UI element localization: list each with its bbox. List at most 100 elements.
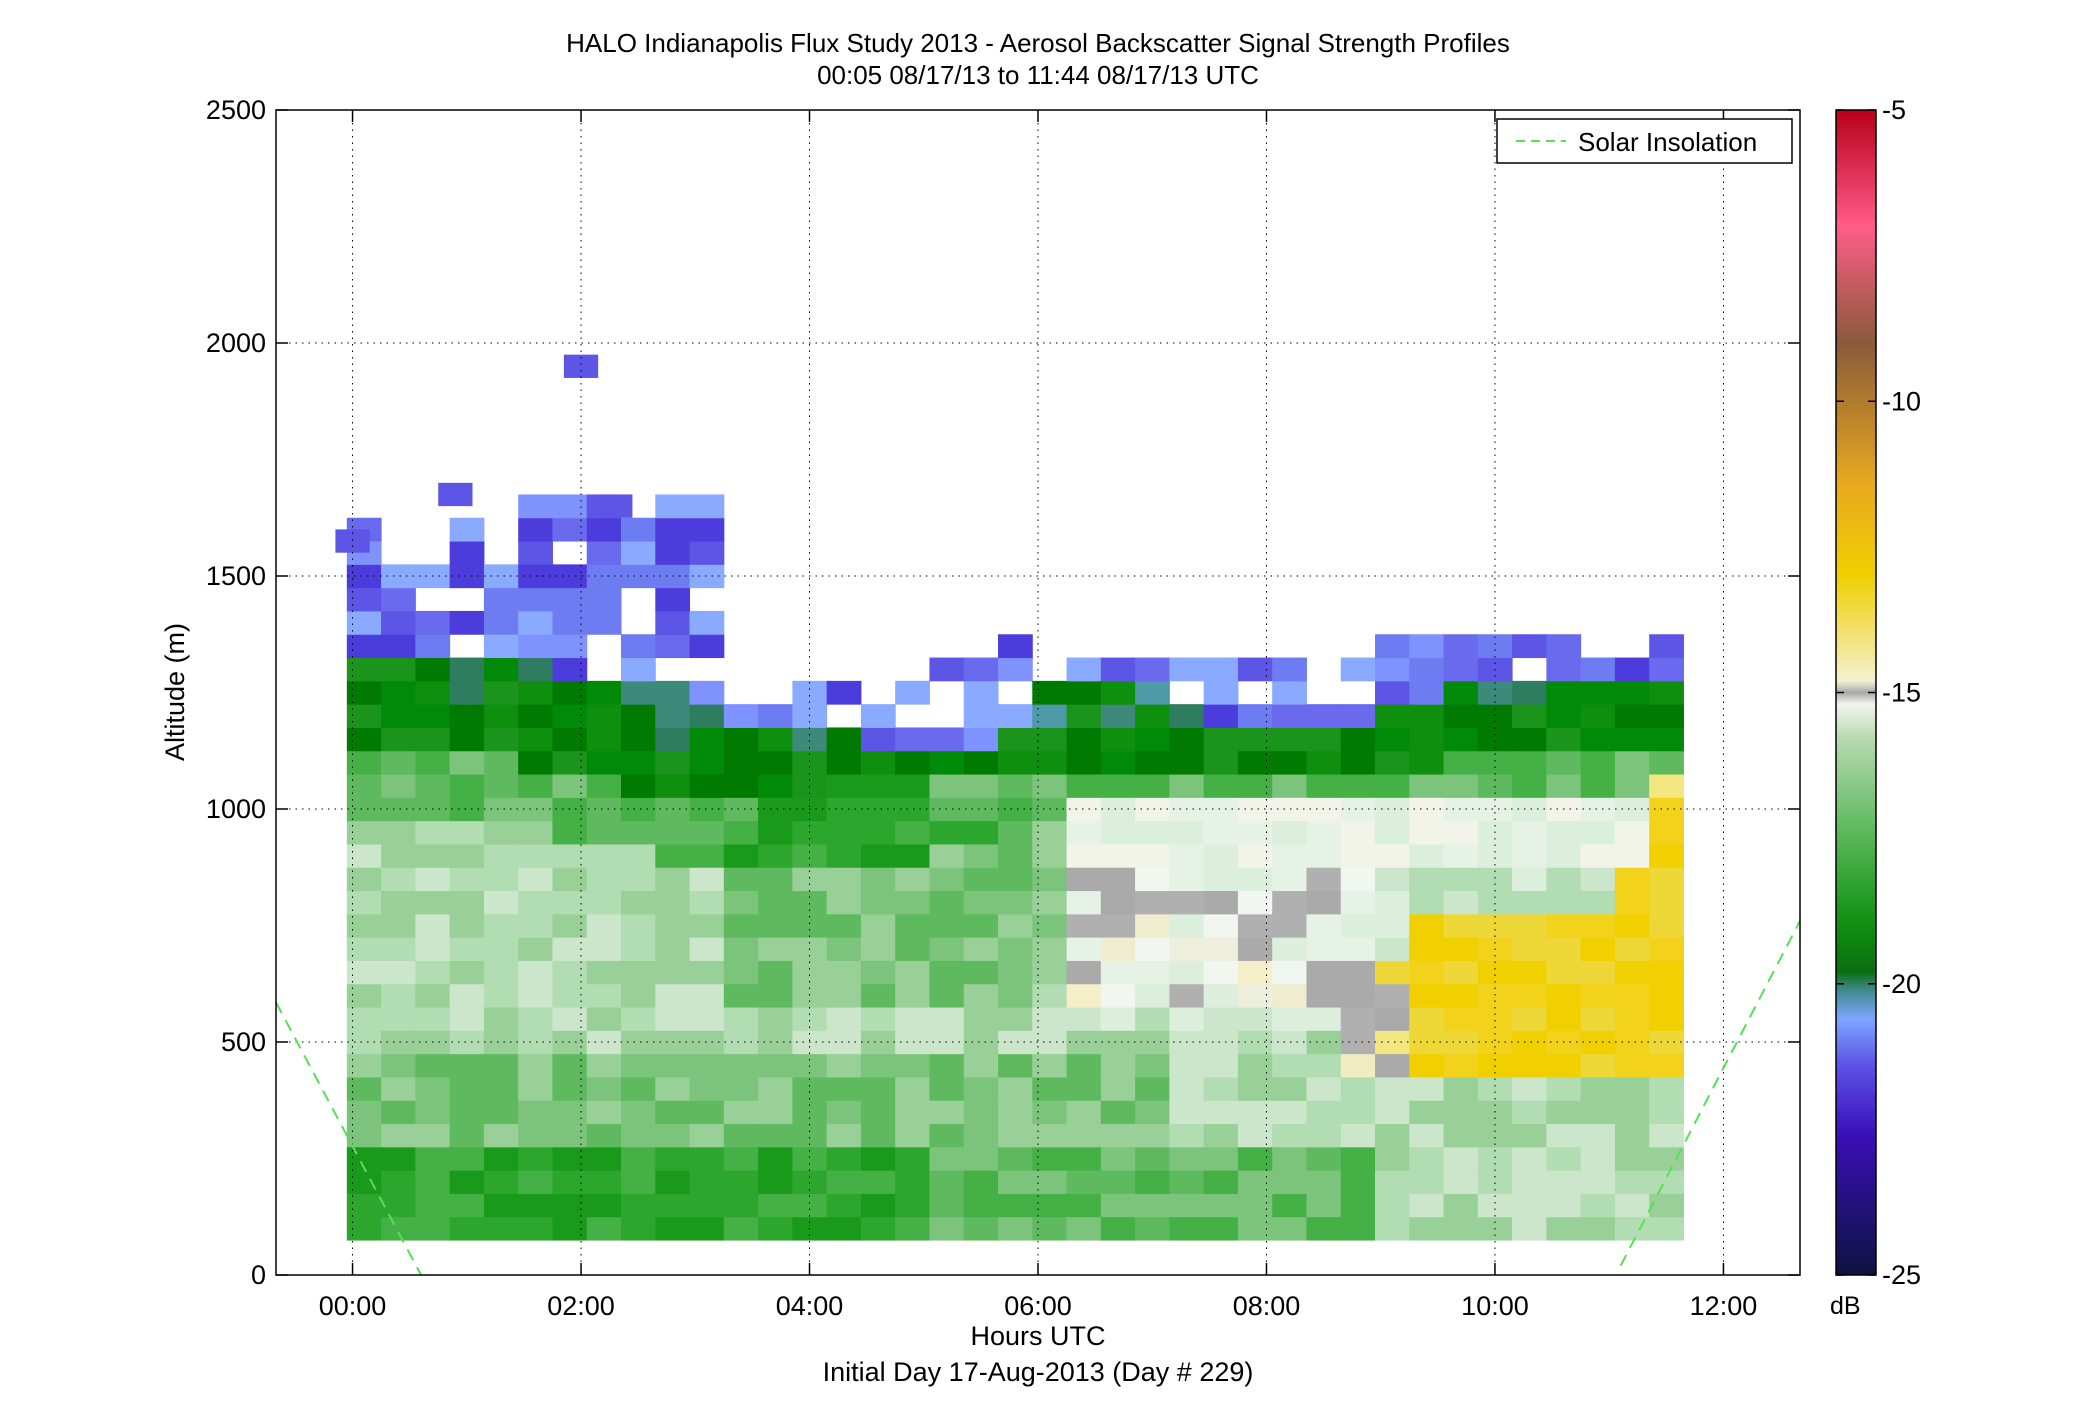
x-axis-label: Hours UTC [970, 1321, 1105, 1351]
heatmap-cell [689, 774, 725, 798]
heatmap-cell [1237, 820, 1273, 845]
heatmap-cell [758, 1100, 793, 1125]
heatmap-cell [483, 727, 519, 752]
heatmap-cell [1100, 820, 1136, 845]
colorbar: -25 -20 -15 -10 -5 dB [1830, 95, 1921, 1320]
heatmap-cell [1375, 774, 1410, 798]
heatmap-cell [381, 867, 416, 892]
heatmap-cell [963, 1216, 999, 1241]
heatmap-cell [929, 657, 965, 682]
heatmap-cell [1409, 867, 1445, 892]
heatmap-cell [1477, 1076, 1513, 1101]
heatmap-cell [1512, 1123, 1547, 1148]
heatmap-cell [929, 960, 965, 985]
heatmap-cell [1375, 750, 1410, 775]
heatmap-cell [483, 1146, 519, 1171]
heatmap-cell [1306, 937, 1342, 961]
heatmap-cell [998, 774, 1033, 798]
heatmap-cell [449, 797, 485, 822]
heatmap-cell [1649, 634, 1684, 659]
heatmap-cell [689, 610, 725, 635]
heatmap-cell [552, 750, 588, 775]
heatmap-cell [1340, 937, 1376, 961]
heatmap-cell [655, 634, 691, 659]
heatmap-cell [655, 960, 691, 985]
heatmap-cell [998, 867, 1033, 892]
heatmap-cell [655, 494, 691, 519]
heatmap-cell [689, 890, 725, 915]
heatmap-cell [346, 1076, 382, 1101]
heatmap-cell [1649, 843, 1684, 868]
heatmap-cell [1512, 1053, 1547, 1078]
heatmap-cell [1546, 704, 1582, 728]
heatmap-cell [1237, 1007, 1273, 1031]
heatmap-cell [1580, 983, 1616, 1008]
heatmap-cell [1477, 1123, 1513, 1148]
heatmap-cell [723, 1170, 759, 1194]
heatmap-cell [552, 1146, 588, 1171]
heatmap-cell [758, 750, 793, 775]
heatmap-cell [1203, 704, 1239, 728]
heatmap-cell [723, 1100, 759, 1125]
heatmap-cell [826, 680, 862, 705]
heatmap-cell [1272, 1123, 1307, 1148]
heatmap-cell [1614, 1216, 1650, 1241]
heatmap-cell [483, 680, 519, 705]
heatmap-cell [655, 1170, 691, 1194]
heatmap-cell [1443, 704, 1479, 728]
heatmap-cell [586, 820, 622, 845]
heatmap-cell [1580, 960, 1616, 985]
heatmap-cell [586, 1053, 622, 1078]
heatmap-cell [723, 1216, 759, 1241]
heatmap-cell [518, 587, 553, 612]
colorbar-ticks: -25 -20 -15 -10 -5 [1836, 95, 1921, 1290]
heatmap-cell [895, 937, 930, 961]
heatmap-cell [415, 983, 451, 1008]
heatmap-cell [552, 680, 588, 705]
heatmap-cell [586, 1170, 622, 1194]
heatmap-cell [1443, 1170, 1479, 1194]
heatmap-cell [1100, 890, 1136, 915]
heatmap-cell [586, 704, 622, 728]
heatmap-cell [1477, 983, 1513, 1008]
heatmap-cell [1443, 1053, 1479, 1078]
heatmap-cell [792, 913, 828, 938]
heatmap-cell [415, 1216, 451, 1241]
heatmap-cell [1066, 890, 1102, 915]
heatmap-cell [1066, 704, 1102, 728]
heatmap-cell [1409, 1146, 1445, 1171]
heatmap-cell [1135, 960, 1170, 985]
heatmap-cell [895, 867, 930, 892]
heatmap-cell [1306, 704, 1342, 728]
heatmap-cell [826, 1100, 862, 1125]
heatmap-cell [1375, 843, 1410, 868]
heatmap-cell [792, 960, 828, 985]
heatmap-cell [655, 750, 691, 775]
heatmap-cell [518, 657, 553, 682]
heatmap-cell [1375, 657, 1410, 682]
heatmap-cell [552, 610, 588, 635]
heatmap-cell [1409, 1007, 1445, 1031]
heatmap-cell [1306, 774, 1342, 798]
heatmap-cell [1649, 913, 1684, 938]
heatmap-cell [1409, 750, 1445, 775]
heatmap-cell [1203, 913, 1239, 938]
heatmap-cell [895, 960, 930, 985]
heatmap-cell [792, 727, 828, 752]
heatmap-cell [381, 1030, 416, 1055]
heatmap-cell [1032, 1053, 1068, 1078]
heatmap-cell [1135, 1193, 1170, 1218]
heatmap-cell [346, 960, 382, 985]
heatmap-cell [1477, 960, 1513, 985]
heatmap-cell [963, 680, 999, 705]
heatmap-cell [1409, 774, 1445, 798]
heatmap-cell [1512, 1007, 1547, 1031]
heatmap-cell [415, 1007, 451, 1031]
heatmap-cell [449, 517, 485, 542]
heatmap-cell [963, 1030, 999, 1055]
heatmap-cell [895, 680, 930, 705]
heatmap-cell [1135, 1076, 1170, 1101]
heatmap-cell [1512, 960, 1547, 985]
heatmap-cell [1032, 960, 1068, 985]
heatmap-cell [1066, 1030, 1102, 1055]
